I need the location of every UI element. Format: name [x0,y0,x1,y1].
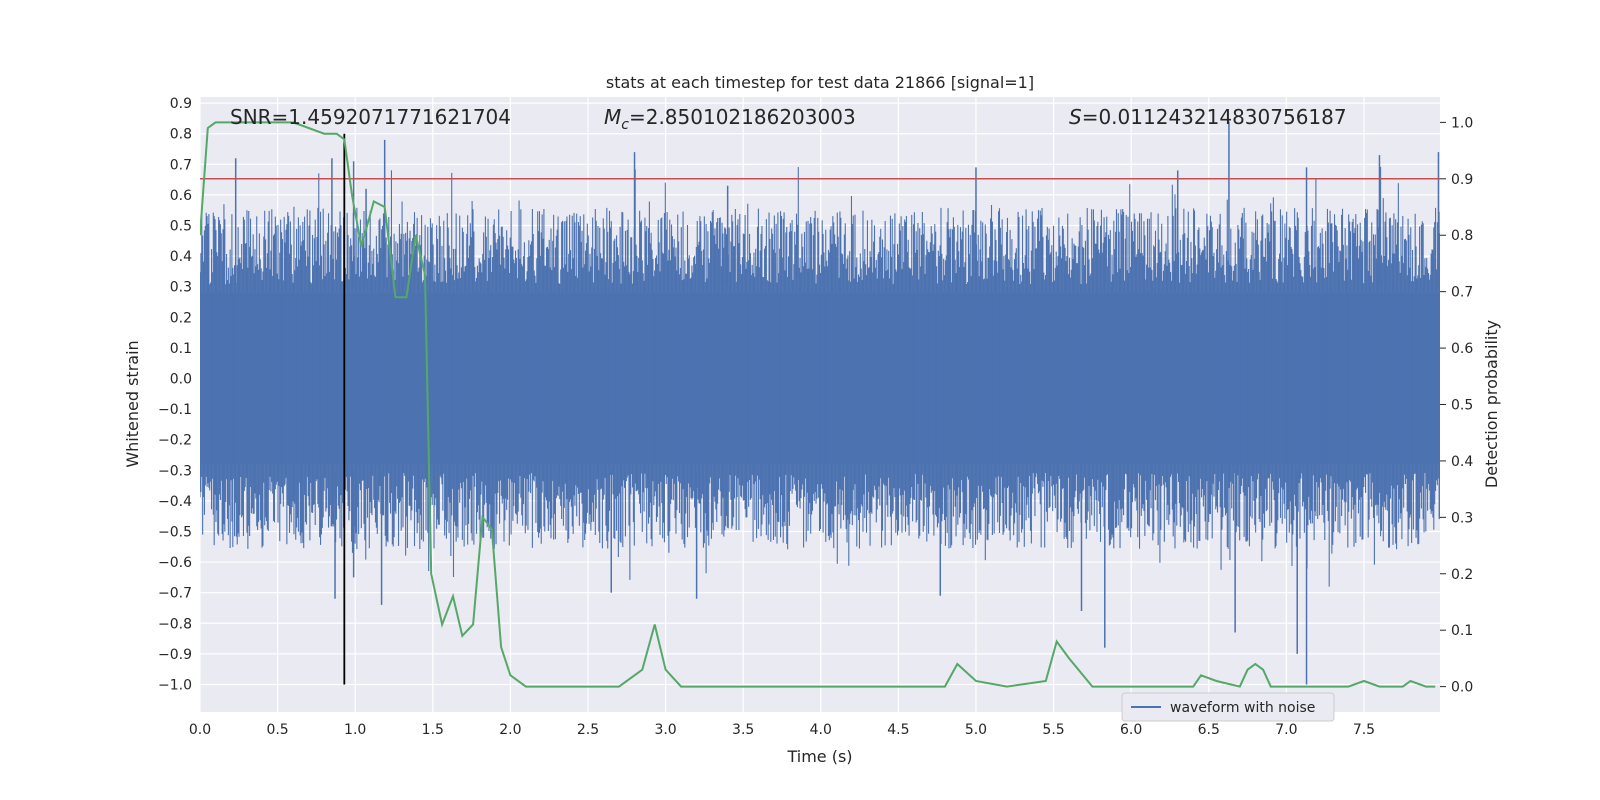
legend: waveform with noise [1121,692,1335,722]
s-value: =0.011243214830756187 [1082,105,1347,129]
x-tick-label: 2.5 [577,722,599,738]
y-left-tick-label: 0.9 [170,96,192,112]
legend-waveform-label: waveform with noise [1170,700,1315,716]
x-tick-label: 6.5 [1198,722,1220,738]
x-tick-label: 3.5 [732,722,754,738]
y-left-tick-label: 0.0 [170,371,192,387]
x-tick-label: 5.0 [965,722,987,738]
x-tick-label: 0.0 [189,722,211,738]
snr-annotation: SNR=1.4592071771621704 [230,105,511,129]
probability-series [200,121,1440,688]
mc-subscript: c [621,117,629,133]
y-left-tick-label: −0.6 [158,555,192,571]
y-left-tick-label: 0.7 [170,157,192,173]
x-tick-label: 1.5 [422,722,444,738]
y-left-tick-label: 0.2 [170,310,192,326]
x-tick-label: 3.0 [654,722,676,738]
x-tick-label: 7.5 [1353,722,1375,738]
x-tick-label: 2.0 [499,722,521,738]
y-right-tick-label: 0.0 [1451,680,1473,696]
x-axis-label: Time (s) [786,747,852,766]
s-annotation: S=0.011243214830756187 [1069,105,1347,129]
y-left-tick-label: −0.7 [158,586,192,602]
y-left-tick-label: 0.8 [170,127,192,143]
y-axis-right-label: Detection probability [1482,320,1501,488]
y-right-tick-label: 1.0 [1451,115,1473,131]
y-right-tick-label: 0.3 [1451,510,1473,526]
y-left-tick-label: −0.9 [158,647,192,663]
x-tick-label: 4.5 [887,722,909,738]
y-right-tick-label: 0.8 [1451,228,1473,244]
y-left-tick-label: −0.1 [158,402,192,418]
waveform-series [200,121,1440,685]
y-right-tick-label: 0.9 [1451,172,1473,188]
probability-line [200,121,1436,688]
legend-box [1121,692,1335,722]
y-left-tick-label: 0.5 [170,219,192,235]
y-left-tick-label: −1.0 [158,677,192,693]
x-tick-label: 7.0 [1275,722,1297,738]
chart-title: stats at each timestep for test data 218… [606,73,1034,92]
y-right-tick-label: 0.1 [1451,623,1473,639]
y-left-tick-label: −0.2 [158,433,192,449]
y-axis-left-label: Whitened strain [123,340,142,467]
y-left-tick-label: −0.4 [158,494,192,510]
y-left-tick-label: 0.3 [170,280,192,296]
x-tick-label: 6.0 [1120,722,1142,738]
x-tick-label: 4.0 [810,722,832,738]
s-symbol: S [1069,105,1082,129]
y-left-tick-label: −0.3 [158,463,192,479]
y-left-tick-label: −0.5 [158,524,192,540]
y-right-tick-label: 0.6 [1451,341,1473,357]
mc-annotation: Mc=2.850102186203003 [604,105,856,133]
y-right-tick-label: 0.4 [1451,454,1473,470]
x-tick-label: 0.5 [266,722,288,738]
y-right-tick-label: 0.2 [1451,567,1473,583]
x-tick-label: 5.5 [1042,722,1064,738]
y-left-tick-label: 0.6 [170,188,192,204]
mc-value: =2.850102186203003 [629,105,856,129]
axis-ticks: 0.0 0.5 1.0 1.5 2.0 2.5 3.0 3.5 4.0 4.5 5.0 5.5 6.0 6… [158,96,1473,738]
x-tick-label: 1.0 [344,722,366,738]
y-left-tick-label: −0.8 [158,616,192,632]
y-left-tick-label: 0.1 [170,341,192,357]
y-left-tick-label: 0.4 [170,249,192,265]
y-right-tick-label: 0.5 [1451,398,1473,414]
y-right-tick-label: 0.7 [1451,285,1473,301]
mc-symbol: M [604,105,621,129]
